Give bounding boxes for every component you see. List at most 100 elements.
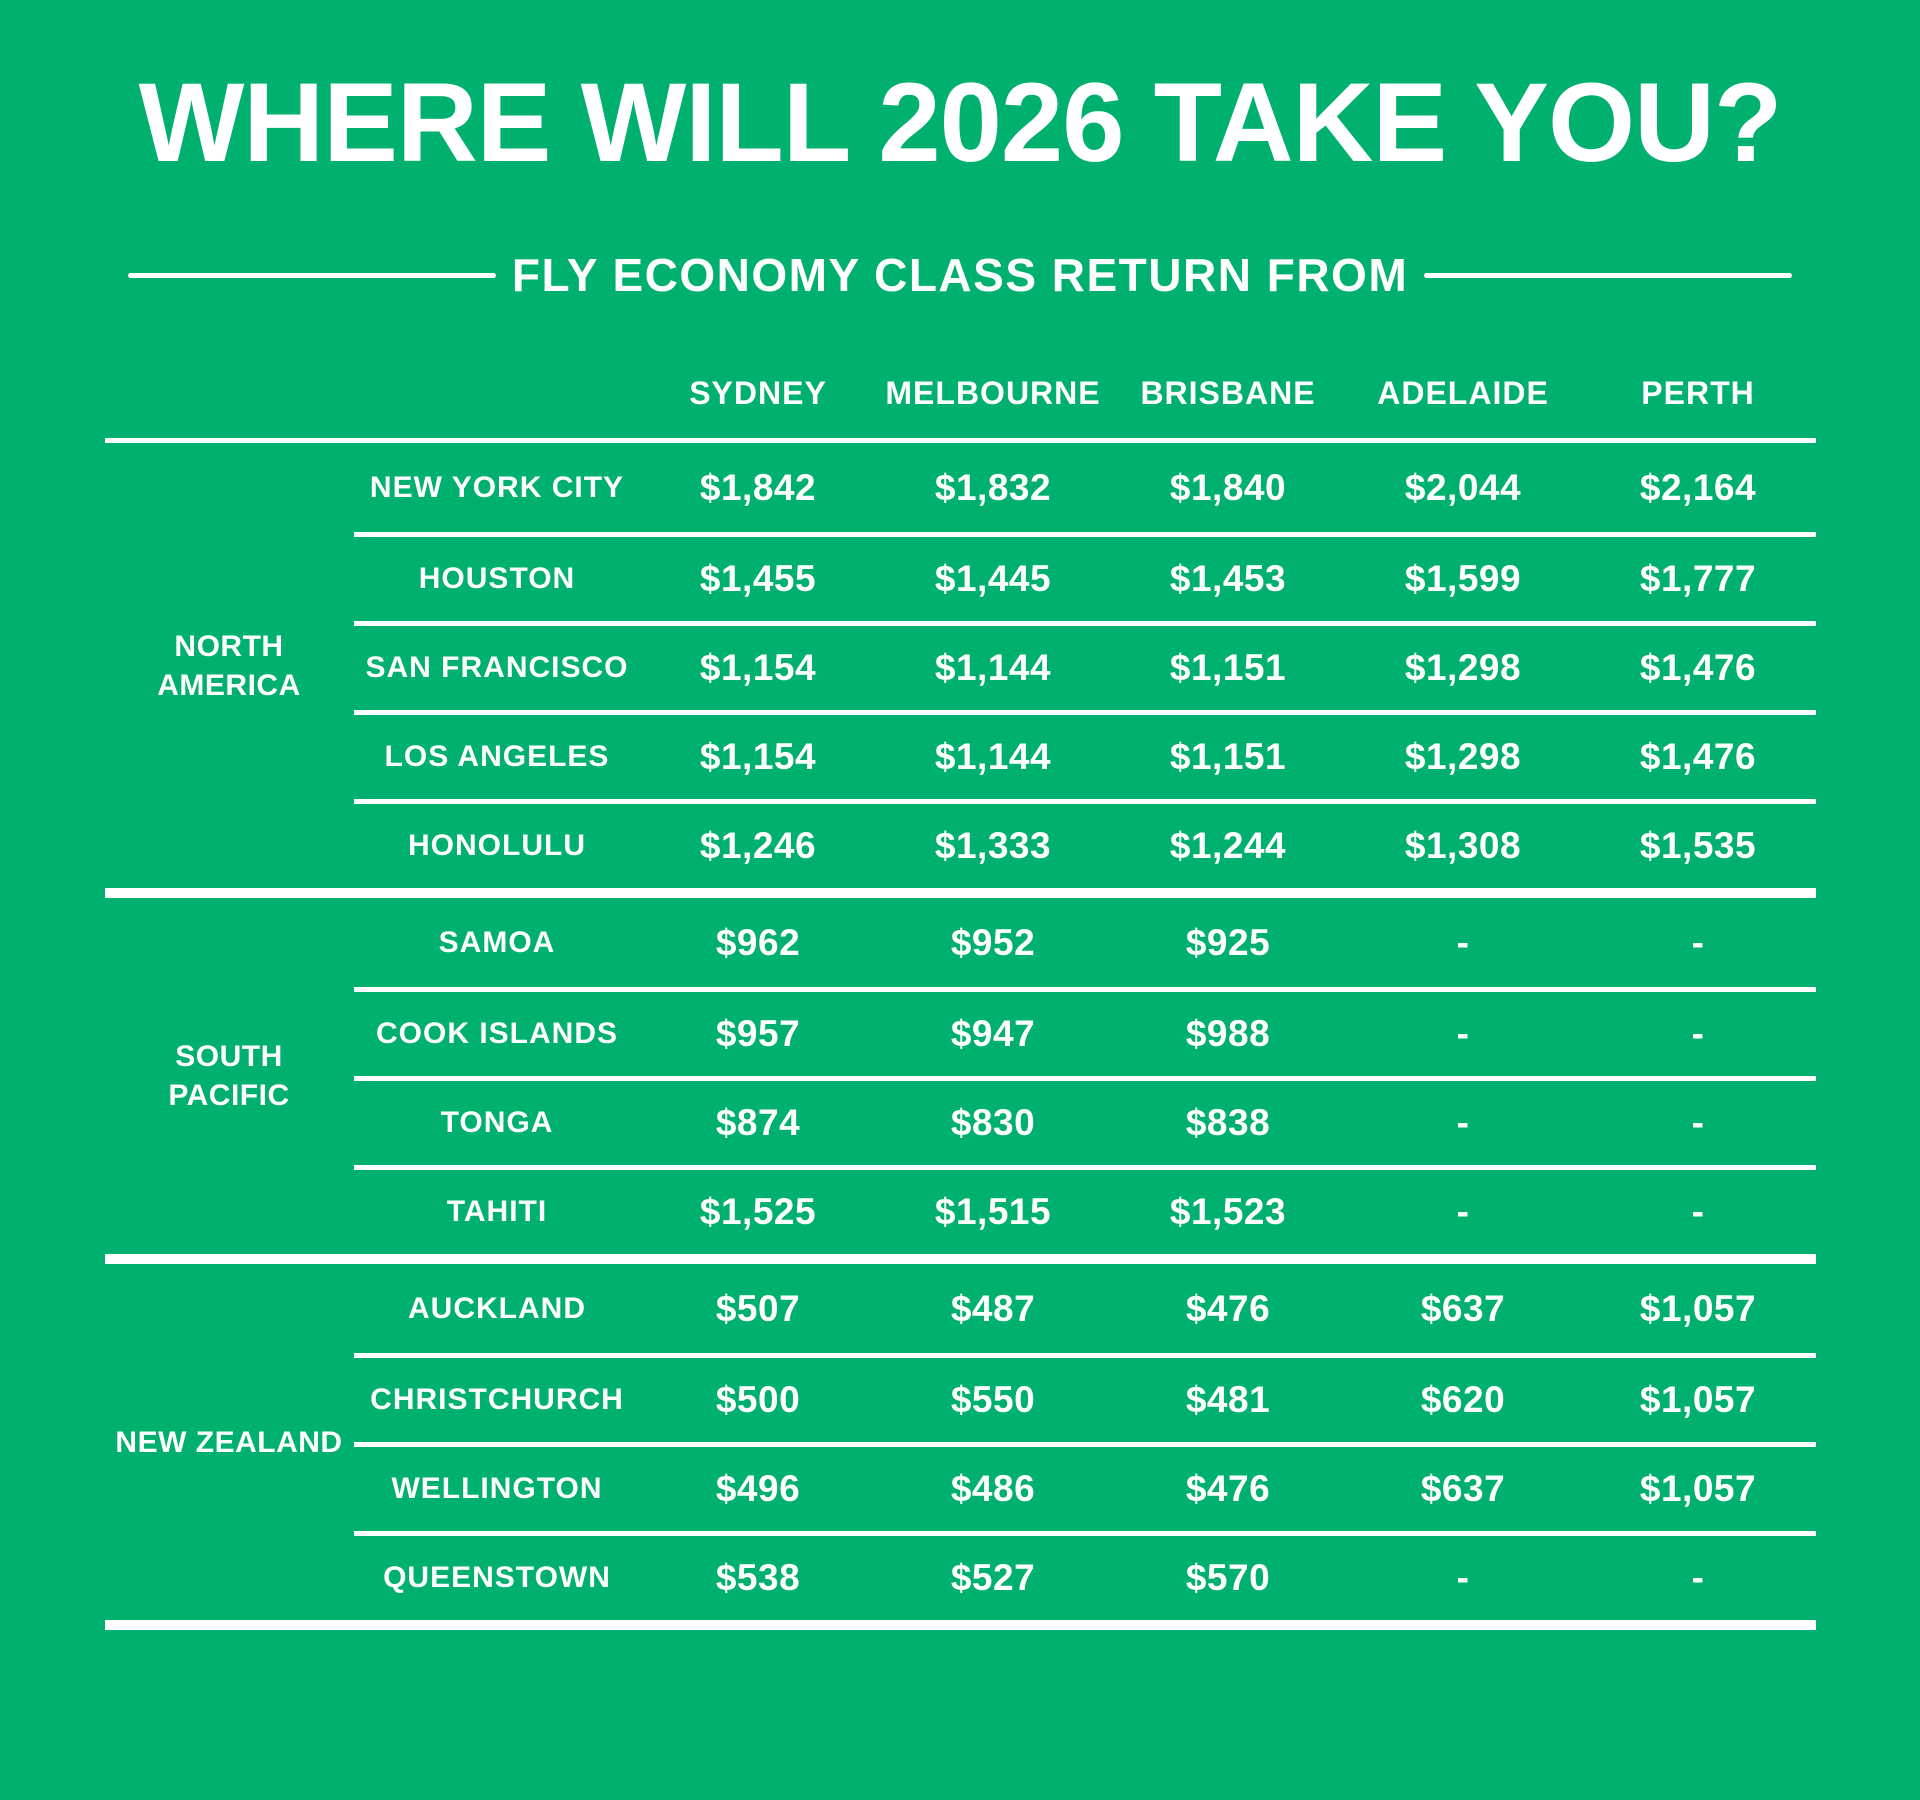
fare-brisbane: $1,523: [1111, 1191, 1346, 1233]
fare-adelaide: $1,298: [1346, 647, 1581, 689]
fare-adelaide: $637: [1346, 1288, 1581, 1330]
table-row: AUCKLAND $507 $487 $476 $637 $1,057: [354, 1264, 1816, 1353]
fare-adelaide: $620: [1346, 1379, 1581, 1421]
fare-adelaide: $1,599: [1346, 558, 1581, 600]
infographic-canvas: WHERE WILL 2026 TAKE YOU? FLY ECONOMY CL…: [0, 0, 1920, 1800]
fare-sydney: $1,154: [641, 736, 876, 778]
destination-label: QUEENSTOWN: [354, 1561, 641, 1595]
table-row: SAMOA $962 $952 $925 - -: [354, 898, 1816, 987]
fare-perth: -: [1581, 1013, 1816, 1055]
fare-melbourne: $1,144: [876, 736, 1111, 778]
destination-label: COOK ISLANDS: [354, 1017, 641, 1051]
fare-brisbane: $476: [1111, 1468, 1346, 1510]
fare-brisbane: $1,151: [1111, 647, 1346, 689]
region-group-south-pacific: SOUTH PACIFIC SAMOA $962 $952 $925 - - C…: [105, 898, 1816, 1264]
column-header-adelaide: ADELAIDE: [1346, 375, 1581, 438]
table-row: COOK ISLANDS $957 $947 $988 - -: [354, 987, 1816, 1076]
destination-label: HONOLULU: [354, 829, 641, 863]
fare-sydney: $1,525: [641, 1191, 876, 1233]
fare-sydney: $1,842: [641, 467, 876, 509]
table-row: TONGA $874 $830 $838 - -: [354, 1076, 1816, 1165]
fare-sydney: $1,455: [641, 558, 876, 600]
column-header-brisbane: BRISBANE: [1111, 375, 1346, 438]
fare-perth: -: [1581, 1557, 1816, 1599]
region-label: SOUTH PACIFIC: [105, 898, 354, 1254]
header-spacer-region: [105, 412, 354, 438]
fare-adelaide: -: [1346, 1557, 1581, 1599]
table-row: TAHITI $1,525 $1,515 $1,523 - -: [354, 1165, 1816, 1254]
fare-adelaide: $2,044: [1346, 467, 1581, 509]
subtitle: FLY ECONOMY CLASS RETURN FROM: [0, 247, 1920, 303]
fare-adelaide: $1,308: [1346, 825, 1581, 867]
fare-sydney: $496: [641, 1468, 876, 1510]
table-row: HOUSTON $1,455 $1,445 $1,453 $1,599 $1,7…: [354, 532, 1816, 621]
table-row: SAN FRANCISCO $1,154 $1,144 $1,151 $1,29…: [354, 621, 1816, 710]
subtitle-right-rule: [1424, 273, 1792, 278]
destination-label: WELLINGTON: [354, 1472, 641, 1506]
subtitle-text: FLY ECONOMY CLASS RETURN FROM: [512, 248, 1408, 302]
page-title: WHERE WILL 2026 TAKE YOU?: [0, 0, 1920, 185]
fare-perth: -: [1581, 922, 1816, 964]
fare-brisbane: $481: [1111, 1379, 1346, 1421]
fare-sydney: $874: [641, 1102, 876, 1144]
fare-adelaide: $637: [1346, 1468, 1581, 1510]
fare-brisbane: $1,453: [1111, 558, 1346, 600]
fare-melbourne: $527: [876, 1557, 1111, 1599]
fare-melbourne: $550: [876, 1379, 1111, 1421]
table-row: WELLINGTON $496 $486 $476 $637 $1,057: [354, 1442, 1816, 1531]
fare-perth: $1,535: [1581, 825, 1816, 867]
fare-perth: $1,057: [1581, 1288, 1816, 1330]
fare-sydney: $507: [641, 1288, 876, 1330]
fare-sydney: $500: [641, 1379, 876, 1421]
table-row: LOS ANGELES $1,154 $1,144 $1,151 $1,298 …: [354, 710, 1816, 799]
destination-label: SAN FRANCISCO: [354, 651, 641, 685]
origin-header-row: SYDNEY MELBOURNE BRISBANE ADELAIDE PERTH: [105, 303, 1816, 443]
destination-label: LOS ANGELES: [354, 740, 641, 774]
header-spacer-destination: [354, 412, 641, 438]
region-label: NEW ZEALAND: [105, 1264, 354, 1620]
destination-label: NEW YORK CITY: [354, 471, 641, 505]
fare-melbourne: $952: [876, 922, 1111, 964]
table-row: QUEENSTOWN $538 $527 $570 - -: [354, 1531, 1816, 1620]
fare-melbourne: $1,445: [876, 558, 1111, 600]
region-rows: SAMOA $962 $952 $925 - - COOK ISLANDS $9…: [354, 898, 1816, 1254]
fare-melbourne: $1,333: [876, 825, 1111, 867]
column-header-perth: PERTH: [1581, 375, 1816, 438]
destination-label: TONGA: [354, 1106, 641, 1140]
fare-table: SYDNEY MELBOURNE BRISBANE ADELAIDE PERTH…: [105, 303, 1816, 1630]
fare-melbourne: $487: [876, 1288, 1111, 1330]
fare-perth: $1,057: [1581, 1379, 1816, 1421]
fare-brisbane: $1,244: [1111, 825, 1346, 867]
fare-perth: $1,476: [1581, 647, 1816, 689]
region-label-text: NORTH AMERICA: [157, 627, 301, 705]
fare-sydney: $538: [641, 1557, 876, 1599]
table-row: CHRISTCHURCH $500 $550 $481 $620 $1,057: [354, 1353, 1816, 1442]
fare-brisbane: $925: [1111, 922, 1346, 964]
fare-brisbane: $988: [1111, 1013, 1346, 1055]
fare-perth: $2,164: [1581, 467, 1816, 509]
fare-sydney: $1,246: [641, 825, 876, 867]
column-header-sydney: SYDNEY: [641, 375, 876, 438]
fare-perth: -: [1581, 1102, 1816, 1144]
fare-melbourne: $486: [876, 1468, 1111, 1510]
fare-brisbane: $1,151: [1111, 736, 1346, 778]
destination-label: CHRISTCHURCH: [354, 1383, 641, 1417]
fare-melbourne: $947: [876, 1013, 1111, 1055]
fare-adelaide: $1,298: [1346, 736, 1581, 778]
fare-brisbane: $476: [1111, 1288, 1346, 1330]
fare-perth: -: [1581, 1191, 1816, 1233]
destination-label: TAHITI: [354, 1195, 641, 1229]
region-rows: AUCKLAND $507 $487 $476 $637 $1,057 CHRI…: [354, 1264, 1816, 1620]
fare-brisbane: $1,840: [1111, 467, 1346, 509]
region-group-north-america: NORTH AMERICA NEW YORK CITY $1,842 $1,83…: [105, 443, 1816, 898]
table-row: NEW YORK CITY $1,842 $1,832 $1,840 $2,04…: [354, 443, 1816, 532]
region-label-text: SOUTH PACIFIC: [168, 1037, 289, 1115]
fare-perth: $1,476: [1581, 736, 1816, 778]
fare-melbourne: $1,832: [876, 467, 1111, 509]
fare-perth: $1,777: [1581, 558, 1816, 600]
destination-label: AUCKLAND: [354, 1292, 641, 1326]
fare-sydney: $957: [641, 1013, 876, 1055]
region-group-new-zealand: NEW ZEALAND AUCKLAND $507 $487 $476 $637…: [105, 1264, 1816, 1630]
column-header-melbourne: MELBOURNE: [876, 375, 1111, 438]
fare-sydney: $962: [641, 922, 876, 964]
